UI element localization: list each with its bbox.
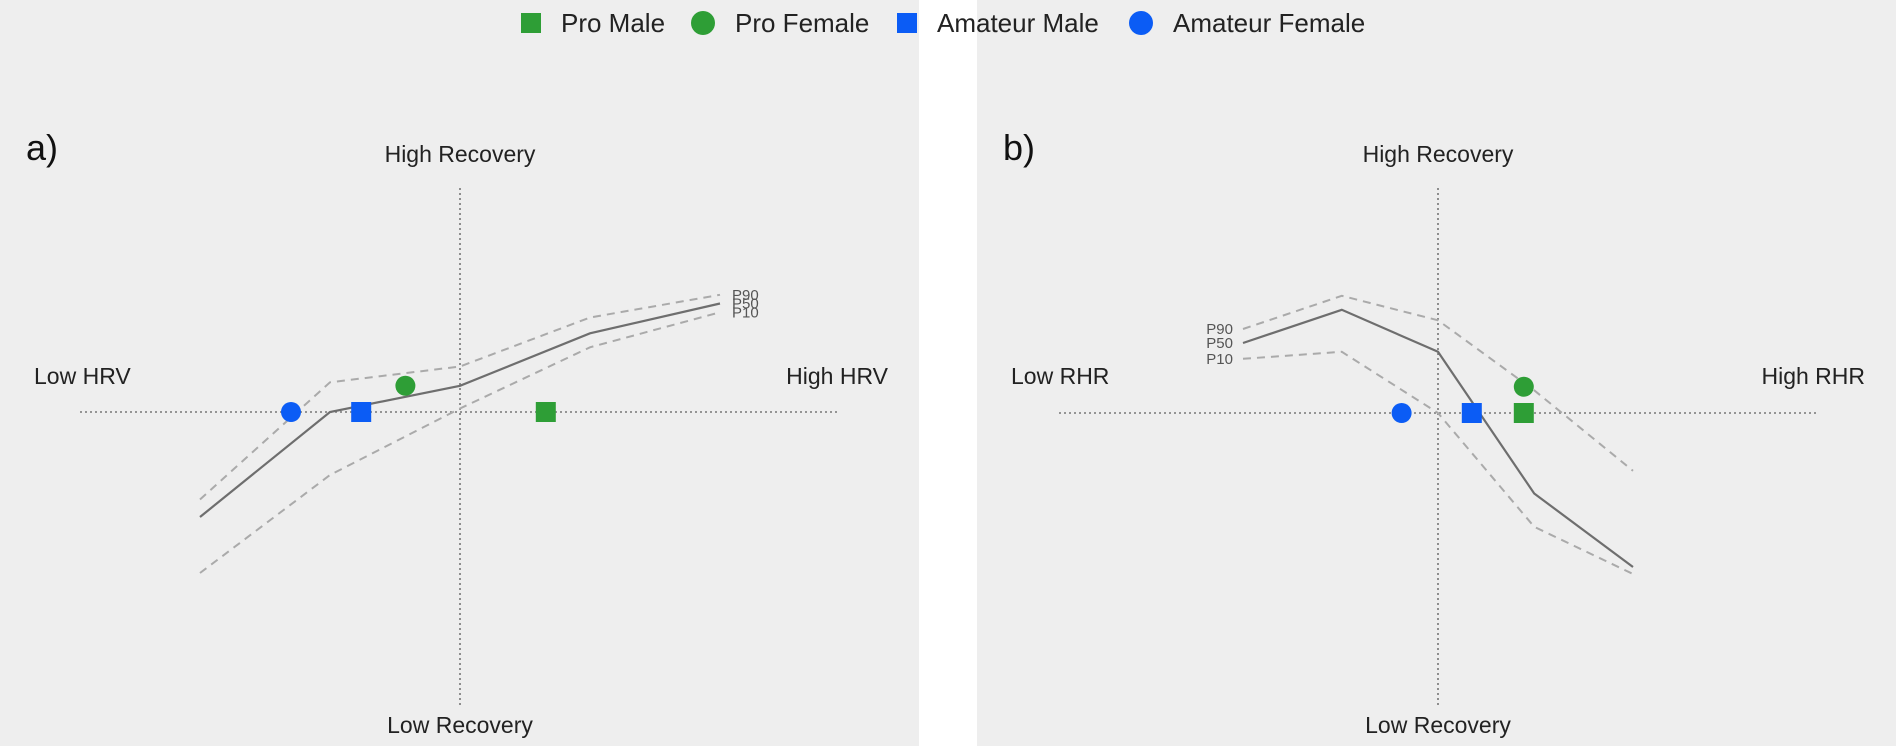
panel-b: b) High Recovery Low Recovery Low RHR High R… [977,0,1896,746]
point-amateur-male [1461,403,1482,423]
panel-a: a) High Recovery Low Recovery Low HRV High H… [0,0,919,746]
point-amateur-female [1391,403,1412,423]
legend-circle-icon [691,11,715,35]
left-axis-label: Low HRV [34,363,131,389]
series-label-p90: P90 [732,287,759,304]
series-line-p50 [1242,308,1634,568]
panel-label: a) [26,127,58,168]
legend-label: Amateur Male [937,7,1099,38]
legend-label: Pro Male [561,7,666,38]
series-label-p50: P50 [1206,335,1233,352]
series-line-p90 [199,293,721,501]
legend-item-amateur-male: Amateur Male [897,0,1099,46]
bottom-axis-label: Low Recovery [387,712,533,738]
point-pro-male [1513,403,1534,423]
point-amateur-male [351,402,372,422]
series-label-p90: P90 [1206,321,1233,338]
point-pro-female [1513,376,1534,397]
legend-item-pro-male: Pro Male [521,0,665,46]
series-line-p90 [1242,294,1634,472]
right-axis-label: High HRV [786,363,888,389]
legend-item-amateur-female: Amateur Female [1129,0,1365,46]
series-label-p50: P50 [732,296,759,313]
legend-square-icon [897,13,917,33]
series-label-p10: P10 [732,304,759,321]
series-label-p10: P10 [1206,351,1233,368]
top-axis-label: High Recovery [1363,141,1514,167]
point-amateur-female [281,402,301,422]
series-line-p10 [1242,350,1634,575]
right-axis-label: High RHR [1761,363,1865,389]
left-axis-label: Low RHR [1011,363,1109,389]
point-pro-female [395,375,416,396]
legend-circle-icon [1129,11,1153,35]
top-axis-label: High Recovery [385,141,536,167]
legend-item-pro-female: Pro Female [691,0,869,46]
panel-label: b) [1003,127,1035,168]
legend-square-icon [521,13,541,33]
chart-b: b) High Recovery Low Recovery Low RHR High R… [1003,127,1865,738]
bottom-axis-label: Low Recovery [1365,712,1511,738]
legend: Pro Male Pro Female Amateur Male Amateur… [0,0,1896,46]
legend-label: Pro Female [735,7,870,38]
chart-a: a) High Recovery Low Recovery Low HRV High H… [26,127,889,738]
series-line-p50 [199,302,721,518]
series-line-p10 [199,311,721,574]
point-pro-male [535,402,556,422]
legend-label: Amateur Female [1173,7,1366,38]
